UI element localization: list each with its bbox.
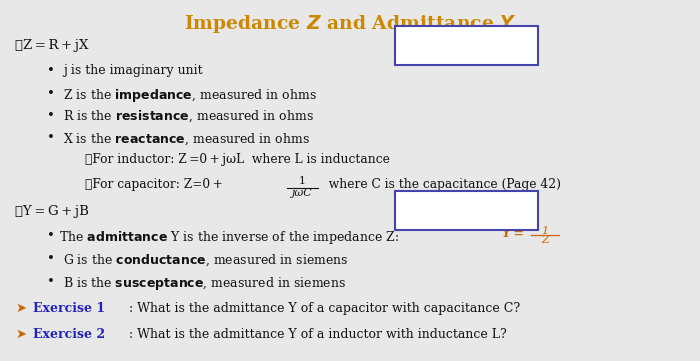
Text: •: • bbox=[47, 252, 55, 265]
Text: •: • bbox=[47, 87, 55, 100]
Text: Z: Z bbox=[541, 235, 549, 245]
Text: Exercise 2: Exercise 2 bbox=[33, 328, 105, 341]
Text: G is the $\mathbf{conductance}$, measured in siemens: G is the $\mathbf{conductance}$, measure… bbox=[63, 252, 348, 268]
Text: ✓For inductor: Z =0 + jωL  where L is inductance: ✓For inductor: Z =0 + jωL where L is ind… bbox=[85, 153, 390, 166]
Text: : What is the admittance Y of a inductor with inductance L?: : What is the admittance Y of a inductor… bbox=[129, 328, 507, 341]
FancyBboxPatch shape bbox=[395, 26, 538, 65]
Text: •: • bbox=[47, 64, 55, 77]
Text: $YV = I$: $YV = I$ bbox=[445, 203, 489, 219]
Text: Y =: Y = bbox=[502, 227, 524, 240]
Text: ➤Y = G + jB: ➤Y = G + jB bbox=[15, 205, 89, 218]
Text: X is the $\mathbf{reactance}$, measured in ohms: X is the $\mathbf{reactance}$, measured … bbox=[63, 131, 310, 147]
Text: $V = ZI$: $V = ZI$ bbox=[444, 38, 490, 53]
Text: where C is the capacitance (Page 42): where C is the capacitance (Page 42) bbox=[321, 178, 561, 191]
Text: Impedance $\bfit{Z}$ and Admittance $\bfit{Y}$: Impedance $\bfit{Z}$ and Admittance $\bf… bbox=[183, 13, 517, 35]
FancyBboxPatch shape bbox=[395, 191, 538, 230]
Text: •: • bbox=[47, 109, 55, 122]
Text: 1: 1 bbox=[542, 226, 549, 236]
Text: Exercise 1: Exercise 1 bbox=[33, 301, 105, 314]
Text: •: • bbox=[47, 275, 55, 288]
Text: B is the $\mathbf{susceptance}$, measured in siemens: B is the $\mathbf{susceptance}$, measure… bbox=[63, 275, 346, 292]
Text: •: • bbox=[47, 131, 55, 144]
Text: ✓For capacitor: Z=0 +: ✓For capacitor: Z=0 + bbox=[85, 178, 225, 191]
Text: 1: 1 bbox=[299, 176, 306, 186]
Text: ➤: ➤ bbox=[15, 328, 27, 341]
Text: jωC: jωC bbox=[293, 188, 313, 199]
Text: ➤Z = R + jX: ➤Z = R + jX bbox=[15, 39, 89, 52]
Text: j is the imaginary unit: j is the imaginary unit bbox=[63, 64, 202, 77]
Text: : What is the admittance Y of a capacitor with capacitance C?: : What is the admittance Y of a capacito… bbox=[129, 301, 520, 314]
Text: ➤: ➤ bbox=[15, 301, 27, 314]
Text: The $\mathbf{admittance}$ Y is the inverse of the impedance Z:: The $\mathbf{admittance}$ Y is the inver… bbox=[60, 229, 405, 246]
Text: •: • bbox=[47, 229, 55, 242]
Text: Z is the $\mathbf{impedance}$, measured in ohms: Z is the $\mathbf{impedance}$, measured … bbox=[63, 87, 317, 104]
Text: R is the $\mathbf{resistance}$, measured in ohms: R is the $\mathbf{resistance}$, measured… bbox=[63, 109, 314, 124]
